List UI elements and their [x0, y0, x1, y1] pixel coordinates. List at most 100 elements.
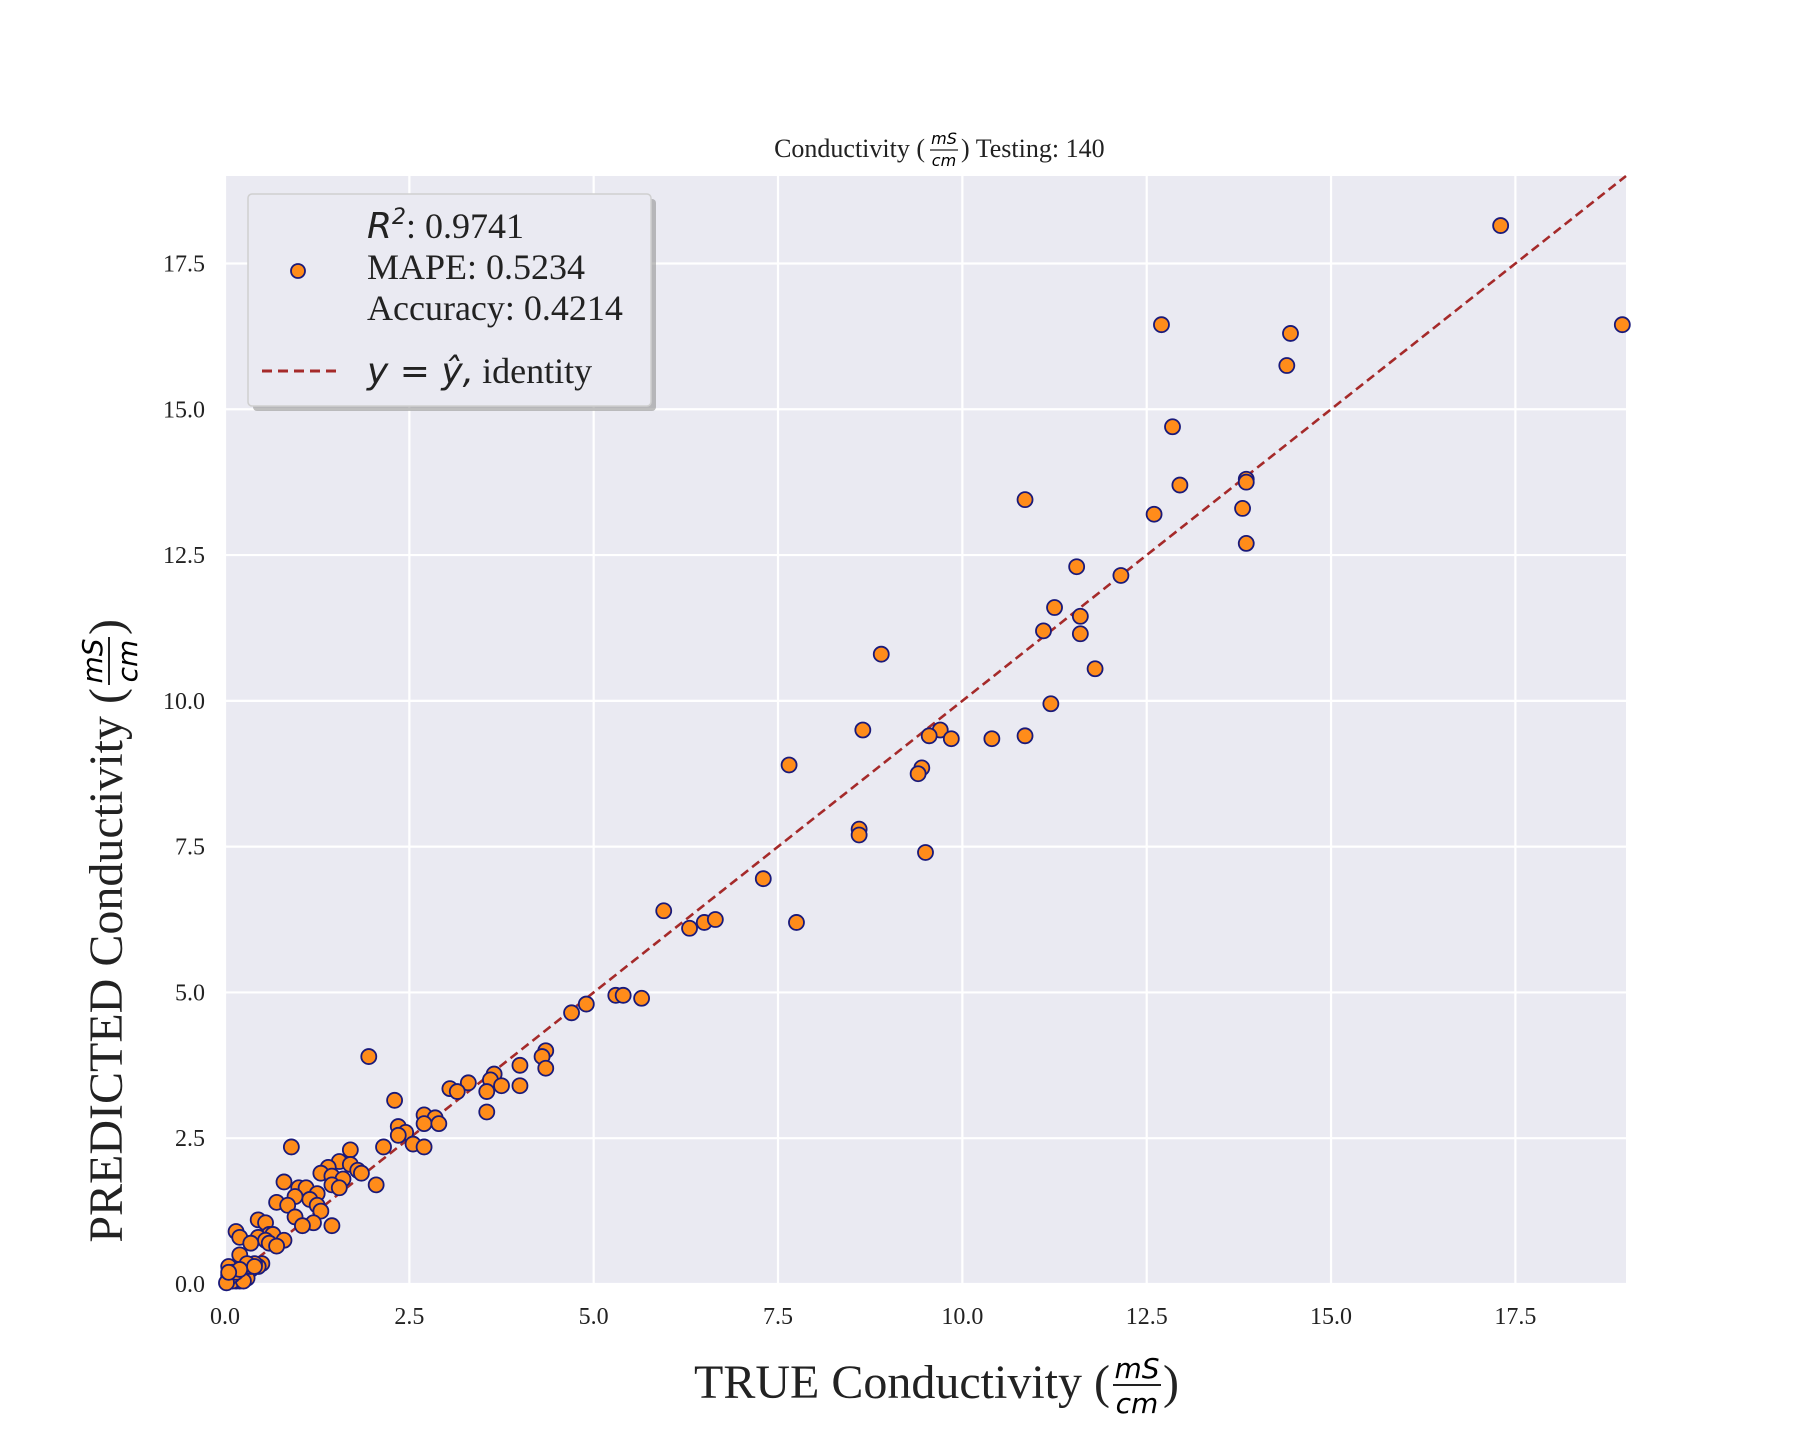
data-point — [430, 1115, 448, 1133]
data-point — [330, 1179, 348, 1197]
data-point — [537, 1059, 555, 1077]
x-axis-label-suffix: ) — [1163, 1356, 1179, 1409]
data-point — [1035, 622, 1052, 640]
data-point — [1071, 625, 1089, 643]
data-point — [1278, 357, 1296, 374]
data-point — [909, 765, 927, 783]
y-tick-label: 15.0 — [163, 397, 205, 423]
data-point — [1171, 476, 1189, 494]
data-point — [1016, 491, 1034, 509]
data-point — [282, 1138, 300, 1156]
data-point — [275, 1173, 293, 1191]
chart-title-suffix: ) Testing: 140 — [961, 134, 1105, 163]
legend-mape: MAPE: 0.5234 — [367, 247, 585, 287]
y-tick-label: 5.0 — [175, 980, 205, 1006]
data-point — [788, 914, 805, 931]
data-point — [415, 1138, 433, 1156]
data-point — [1071, 607, 1089, 625]
data-point — [323, 1217, 341, 1235]
y-tick-label: 12.5 — [163, 543, 205, 569]
data-point — [754, 870, 772, 888]
data-point — [279, 1196, 297, 1214]
data-point — [294, 1217, 311, 1235]
data-point — [353, 1164, 370, 1182]
data-point — [850, 826, 868, 844]
data-point — [1164, 418, 1181, 436]
data-point — [917, 844, 934, 861]
data-point — [1016, 727, 1034, 745]
data-point — [511, 1077, 529, 1095]
data-point — [1068, 558, 1086, 576]
x-tick-label: 2.5 — [394, 1304, 424, 1330]
data-point — [375, 1138, 392, 1156]
data-point — [268, 1237, 286, 1255]
x-tick-label: 7.5 — [763, 1304, 793, 1330]
legend-accuracy: Accuracy: 0.4214 — [367, 288, 623, 328]
y-unit-denominator: cm — [111, 640, 144, 683]
data-point — [920, 727, 938, 745]
y-tick-label: 10.0 — [163, 689, 205, 715]
data-point — [459, 1074, 477, 1092]
y-axis-label-suffix: ) — [80, 619, 133, 635]
data-point — [983, 730, 1001, 748]
data-point — [493, 1077, 510, 1095]
data-point — [367, 1176, 385, 1194]
data-point — [341, 1141, 359, 1159]
data-points — [218, 217, 1631, 1292]
y-axis-label: PREDICTED Conductivity ( — [80, 688, 133, 1243]
data-point — [220, 1263, 238, 1281]
data-point — [681, 919, 698, 937]
data-point — [655, 902, 673, 920]
data-point — [854, 721, 872, 739]
legend-scatter-marker — [290, 263, 306, 279]
data-point — [1042, 695, 1060, 713]
data-point — [1153, 316, 1170, 334]
data-point — [448, 1083, 466, 1100]
x-tick-labels: 0.0 2.5 5.0 7.5 10.0 12.5 15.0 17.5 — [210, 1304, 1536, 1330]
data-point — [1613, 316, 1631, 334]
data-point — [242, 1234, 260, 1252]
data-point — [1112, 567, 1130, 584]
data-point — [780, 756, 798, 774]
chart-title: Conductivity ( — [774, 134, 925, 163]
legend: R2: 0.9741 MAPE: 0.5234 Accuracy: 0.4214… — [247, 193, 656, 411]
legend-r2: R2: 0.9741 — [367, 205, 524, 247]
y-tick-label: 2.5 — [175, 1126, 205, 1152]
data-point — [246, 1258, 263, 1275]
data-point — [1492, 217, 1510, 234]
legend-box — [247, 193, 652, 407]
legend-identity: y = ŷ, identity — [366, 351, 592, 392]
data-point — [1046, 599, 1063, 616]
data-point — [942, 730, 960, 748]
x-axis-label-unit: mS cm — [1113, 1352, 1161, 1420]
data-point — [706, 911, 724, 928]
data-point — [614, 986, 632, 1004]
y-tick-label: 7.5 — [175, 835, 205, 861]
y-unit-numerator: mS — [76, 638, 109, 683]
title-unit-denominator: cm — [932, 151, 956, 170]
data-point — [511, 1056, 529, 1074]
y-tick-labels: 0.0 2.5 5.0 7.5 10.0 12.5 15.0 17.5 — [163, 251, 205, 1298]
data-point — [360, 1048, 378, 1065]
data-point — [386, 1091, 403, 1109]
x-tick-label: 15.0 — [1310, 1304, 1352, 1330]
x-tick-label: 12.5 — [1126, 1304, 1168, 1330]
data-point — [633, 989, 651, 1007]
y-axis-label-group: PREDICTED Conductivity ( mS cm ) — [76, 619, 144, 1243]
data-point — [312, 1202, 330, 1220]
x-tick-label: 0.0 — [210, 1304, 240, 1330]
x-axis-label: TRUE Conductivity ( — [694, 1356, 1110, 1409]
data-point — [1282, 325, 1299, 342]
data-point — [872, 645, 890, 663]
data-point — [1237, 473, 1255, 491]
x-unit-denominator: cm — [1116, 1387, 1159, 1420]
y-tick-label: 0.0 — [175, 1272, 205, 1298]
data-point — [1234, 499, 1251, 517]
data-point — [577, 995, 595, 1013]
x-unit-numerator: mS — [1114, 1352, 1159, 1385]
y-tick-label: 17.5 — [163, 251, 205, 277]
data-point — [478, 1083, 496, 1100]
data-point — [563, 1004, 580, 1022]
data-point — [1145, 505, 1163, 523]
